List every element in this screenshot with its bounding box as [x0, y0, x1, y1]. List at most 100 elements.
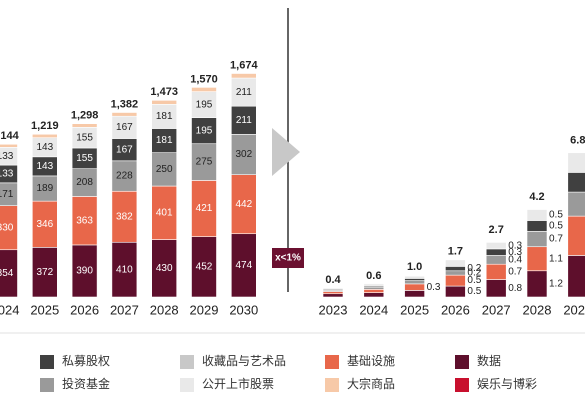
value-label: 363	[76, 215, 93, 226]
value-label: 0.4	[508, 254, 522, 265]
bar-segment	[151, 100, 177, 105]
value-label: 410	[116, 264, 133, 275]
legend-swatch	[180, 355, 194, 369]
bar-segment	[322, 291, 344, 295]
x-tick-label: 2024	[0, 302, 19, 317]
bar-segment	[526, 246, 548, 272]
value-label: 181	[156, 135, 173, 146]
value-label: 442	[235, 199, 252, 210]
value-label: 0.2	[467, 263, 481, 274]
bar-segment	[191, 91, 217, 118]
x-tick-label: 2027	[110, 302, 139, 317]
bar-segment	[485, 248, 507, 256]
bar-segment	[485, 279, 507, 298]
value-label: 167	[116, 122, 133, 133]
total-label: 4.2	[529, 191, 544, 203]
value-label: 0.5	[549, 210, 563, 221]
bar-segment	[151, 152, 177, 187]
x-tick-label: 2029	[190, 302, 219, 317]
value-label: 372	[36, 267, 53, 278]
value-label: 189	[36, 183, 53, 194]
bar-segment	[191, 236, 217, 298]
bar-segment	[445, 285, 466, 298]
value-label: 275	[196, 157, 213, 168]
total-label: 0.4	[325, 274, 341, 286]
bar-segment	[231, 73, 257, 79]
x-tick-label: 2023	[319, 302, 348, 317]
value-label: 250	[156, 164, 173, 175]
bar-segment	[404, 278, 425, 281]
value-label: 0.7	[508, 267, 522, 278]
legend-label: 公开上市股票	[202, 376, 274, 391]
bar-segment	[111, 190, 138, 243]
x-tick-label: 2028	[523, 302, 552, 317]
bar-segment	[71, 196, 98, 246]
legend-swatch	[180, 378, 194, 392]
value-label: 0.8	[508, 283, 522, 294]
bar-segment	[111, 112, 138, 117]
bar-segment	[31, 200, 58, 248]
bar-segment	[111, 241, 138, 298]
value-label: 452	[196, 261, 213, 272]
value-label: 133	[0, 151, 14, 162]
bar-segment	[0, 143, 18, 148]
bar-segment	[404, 275, 425, 279]
value-label: 143	[36, 161, 53, 172]
bar-segment	[526, 231, 548, 248]
bar-segment	[526, 209, 548, 221]
value-label: 0.7	[549, 234, 563, 245]
value-label: 0.3	[427, 282, 441, 293]
value-label: 382	[116, 211, 133, 222]
value-label: 1.1	[549, 253, 563, 264]
value-label: 171	[0, 189, 14, 200]
total-label: 1,219	[31, 120, 59, 132]
marker-label: x<1%	[275, 253, 301, 264]
bar-segment	[567, 152, 585, 173]
value-label: 155	[76, 132, 93, 143]
total-label: 1,570	[190, 73, 218, 85]
bar-segment	[31, 175, 58, 202]
bar-segment	[445, 270, 466, 276]
bar-segment	[151, 104, 177, 129]
bar-segment	[485, 263, 507, 280]
bar-segment	[445, 259, 466, 267]
bar-segment	[231, 174, 257, 235]
bar-segment	[567, 215, 585, 256]
bar-segment	[526, 220, 548, 232]
bar-segment	[445, 266, 466, 272]
total-label: 1.0	[407, 261, 422, 273]
value-label: 0.5	[467, 275, 481, 286]
bar-segment	[191, 180, 217, 237]
bar-segment	[404, 283, 425, 291]
total-label: 1,298	[71, 110, 99, 122]
value-label: 0.3	[508, 247, 522, 258]
bar-segment	[71, 123, 98, 128]
value-label: 155	[76, 153, 93, 164]
x-tick-label: 2025	[400, 302, 429, 317]
value-label: 228	[116, 171, 133, 182]
x-tick-label: 2028	[150, 302, 179, 317]
x-tick-label: 2025	[30, 302, 59, 317]
bar-segment	[31, 133, 58, 139]
bar-segment	[567, 172, 585, 193]
bar-segment	[485, 242, 507, 250]
value-label: 181	[156, 111, 173, 122]
bar-segment	[151, 185, 177, 240]
bar-segment	[363, 283, 385, 287]
bar-segment	[404, 290, 425, 298]
value-label: 401	[156, 207, 173, 218]
x-tick-label: 2029	[563, 302, 585, 317]
bar-segment	[71, 168, 98, 197]
legend-label: 数据	[477, 353, 501, 368]
bar-segment	[191, 117, 217, 145]
total-label: 6.8	[570, 134, 585, 146]
value-label: 421	[196, 203, 213, 214]
x-tick-label: 2026	[70, 302, 99, 317]
bar-segment	[151, 239, 177, 298]
bar-segment	[231, 233, 257, 298]
legend-swatch	[325, 355, 339, 369]
value-label: 474	[235, 260, 252, 271]
bar-segment	[445, 274, 466, 287]
value-label: 430	[156, 263, 173, 274]
